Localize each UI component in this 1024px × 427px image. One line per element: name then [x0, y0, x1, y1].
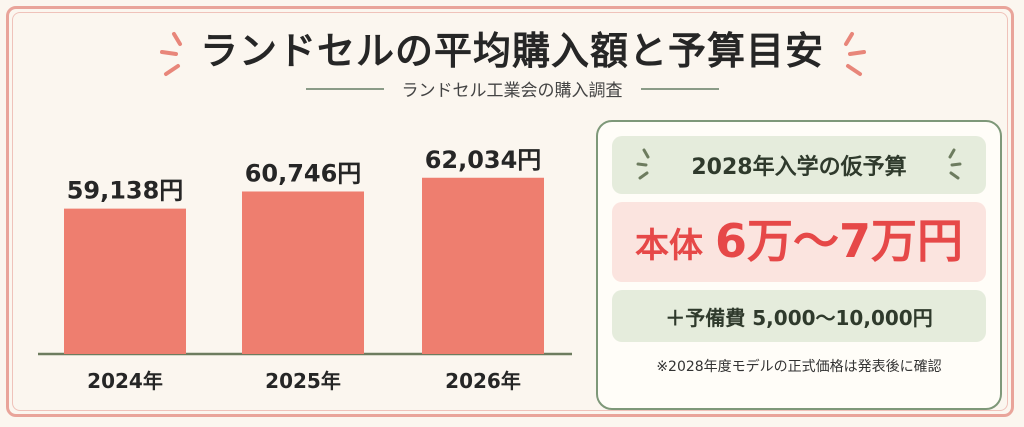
bar-value-label-1: 60,746円: [245, 159, 362, 187]
budget-note: ※2028年度モデルの正式価格は発表後に確認: [656, 359, 942, 375]
budget-title-box: 2028年入学の仮予算: [612, 136, 986, 194]
subtitle-divider-left: [305, 87, 384, 90]
bar-2: [422, 177, 544, 354]
category-label-2: 2026年: [445, 369, 521, 393]
inner-frame: [12, 12, 1008, 411]
spark-small-right-icon: [948, 148, 962, 180]
budget-main-box: 本体 6万〜7万円: [612, 202, 986, 282]
bar-value-label-0: 59,138円: [67, 177, 184, 205]
budget-reserve-box: ＋予備費 5,000〜10,000円: [612, 290, 986, 342]
budget-reserve: ＋予備費 5,000〜10,000円: [665, 305, 933, 330]
spark-left-icon: [160, 32, 182, 76]
budget-main-prefix: 本体: [634, 226, 703, 266]
category-label-1: 2025年: [265, 369, 341, 393]
budget-main-value: 6万〜7万円: [714, 214, 963, 268]
bar-1: [242, 191, 364, 354]
spark-small-left-icon: [636, 148, 650, 180]
outer-frame: [6, 6, 1014, 417]
bar-chart: 59,138円 2024年 60,746円 2025年 62,034円 2026年: [38, 146, 572, 393]
budget-title: 2028年入学の仮予算: [691, 155, 907, 180]
budget-panel: 2028年入学の仮予算 本体 6万〜7万円 ＋予備費 5,000〜10,000円…: [596, 120, 1002, 410]
page-title: ランドセルの平均購入額と予算目安: [199, 29, 824, 73]
spark-right-icon: [844, 32, 866, 76]
category-label-0: 2024年: [87, 369, 163, 393]
subtitle-row: ランドセル工業会の購入調査: [0, 76, 1024, 101]
bar-value-label-2: 62,034円: [425, 146, 542, 174]
subtitle-divider-right: [640, 87, 719, 90]
subtitle: ランドセル工業会の購入調査: [401, 81, 623, 101]
bar-0: [64, 208, 186, 354]
